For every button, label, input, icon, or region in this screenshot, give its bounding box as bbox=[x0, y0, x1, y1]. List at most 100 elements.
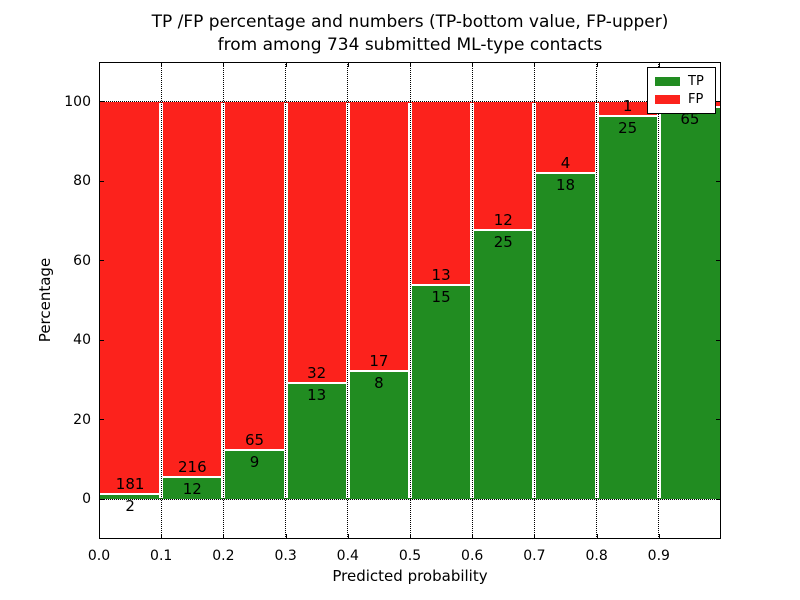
y-tick-mark bbox=[99, 498, 104, 500]
tp-count-label: 25 bbox=[618, 119, 638, 138]
y-tick-mark bbox=[99, 101, 104, 103]
fp-count-label: 32 bbox=[307, 364, 327, 383]
x-tick-mark bbox=[472, 534, 474, 539]
x-tick-mark bbox=[285, 62, 287, 67]
x-tick-mark bbox=[347, 62, 349, 67]
fp-count-label: 1 bbox=[622, 97, 633, 116]
legend-label-fp: FP bbox=[688, 92, 704, 107]
x-tick-mark bbox=[223, 62, 225, 67]
fp-count-label: 13 bbox=[431, 266, 451, 285]
y-tick-mark bbox=[716, 339, 721, 341]
x-tick-label: 0.1 bbox=[150, 548, 173, 564]
x-tick-mark bbox=[658, 534, 660, 539]
chart-title-line1: TP /FP percentage and numbers (TP-bottom… bbox=[151, 12, 669, 32]
bar-segment-fp bbox=[534, 101, 597, 172]
x-gridline bbox=[409, 62, 411, 539]
x-tick-label: 0.9 bbox=[647, 548, 670, 564]
bar-segment-tp bbox=[99, 494, 162, 500]
x-tick-label: 0.4 bbox=[336, 548, 359, 564]
bar-segment-tp bbox=[285, 384, 348, 500]
y-tick-label: 20 bbox=[73, 411, 91, 428]
fp-count-label: 216 bbox=[177, 458, 207, 477]
bar-segment-tp bbox=[161, 478, 224, 500]
bar-segment-tp bbox=[347, 372, 410, 500]
bar-segment-fp bbox=[223, 101, 286, 449]
x-tick-mark bbox=[534, 62, 536, 67]
x-tick-mark bbox=[99, 62, 100, 67]
bar-segment-fp bbox=[596, 101, 659, 116]
x-tick-mark bbox=[161, 62, 163, 67]
tp-count-label: 12 bbox=[182, 480, 202, 499]
bar-segment-tp bbox=[410, 286, 473, 500]
x-axis-label: Predicted probability bbox=[332, 567, 488, 585]
bar-segment-fp bbox=[472, 101, 535, 229]
y-tick-label: 80 bbox=[73, 173, 91, 190]
bar-segment-fp bbox=[161, 101, 224, 477]
y-tick-label: 60 bbox=[73, 252, 91, 269]
y-tick-label: 40 bbox=[73, 332, 91, 349]
x-tick-mark bbox=[534, 534, 536, 539]
x-tick-mark bbox=[285, 534, 287, 539]
fp-count-label: 4 bbox=[560, 154, 571, 172]
tp-color-swatch bbox=[655, 77, 680, 86]
y-axis-label: Percentage bbox=[36, 257, 54, 343]
tp-count-label: 65 bbox=[680, 109, 700, 128]
y-tick-mark bbox=[716, 180, 721, 182]
y-tick-mark bbox=[99, 419, 104, 421]
x-gridline bbox=[160, 62, 162, 539]
y-tick-label: 0 bbox=[82, 491, 91, 508]
chart-title-line2: from among 734 submitted ML-type contact… bbox=[217, 35, 603, 55]
x-tick-mark bbox=[596, 534, 598, 539]
x-gridline bbox=[471, 62, 473, 539]
fp-count-label: 17 bbox=[369, 352, 389, 371]
x-gridline bbox=[222, 62, 224, 539]
y-tick-mark bbox=[716, 498, 721, 500]
y-tick-mark bbox=[716, 101, 721, 103]
tp-count-label: 2 bbox=[125, 496, 135, 515]
legend-item-tp: TP bbox=[655, 75, 708, 88]
bar-segment-tp bbox=[472, 230, 535, 500]
fp-count-label: 65 bbox=[244, 430, 265, 449]
tp-count-label: 8 bbox=[374, 374, 384, 393]
fp-count-label: 12 bbox=[493, 210, 513, 229]
x-tick-mark bbox=[658, 62, 660, 67]
y-tick-mark bbox=[99, 260, 104, 262]
bar-segment-fp bbox=[347, 101, 410, 371]
x-gridline bbox=[596, 62, 598, 539]
bar-segment-fp bbox=[99, 101, 162, 493]
fp-color-swatch bbox=[655, 95, 680, 104]
x-tick-mark bbox=[161, 534, 163, 539]
x-tick-mark bbox=[410, 62, 411, 67]
x-tick-mark bbox=[410, 534, 411, 539]
x-tick-mark bbox=[347, 534, 349, 539]
fp-count-label: 181 bbox=[115, 474, 145, 493]
x-gridline bbox=[533, 62, 535, 539]
y-tick-mark bbox=[99, 339, 104, 341]
bar-segment-tp bbox=[596, 117, 659, 500]
tp-count-label: 15 bbox=[431, 288, 451, 307]
bar-segment-tp bbox=[223, 450, 286, 500]
x-gridline bbox=[285, 62, 287, 539]
x-tick-label: 0.6 bbox=[461, 548, 484, 564]
tp-count-label: 9 bbox=[249, 452, 260, 471]
y-tick-mark bbox=[716, 260, 721, 262]
legend: TP FP bbox=[647, 67, 716, 114]
y-tick-mark bbox=[716, 419, 721, 421]
bar-segment-tp bbox=[534, 174, 597, 500]
tp-count-label: 25 bbox=[493, 232, 513, 251]
x-tick-mark bbox=[596, 62, 598, 67]
x-gridline bbox=[658, 62, 660, 539]
x-tick-label: 0.3 bbox=[274, 548, 297, 564]
x-tick-mark bbox=[223, 534, 225, 539]
legend-item-fp: FP bbox=[655, 93, 708, 106]
chart-title: TP /FP percentage and numbers (TP-bottom… bbox=[99, 11, 721, 57]
x-gridline bbox=[347, 62, 349, 539]
x-tick-mark bbox=[99, 534, 100, 539]
x-tick-label: 0.0 bbox=[87, 548, 111, 564]
tp-count-label: 18 bbox=[555, 176, 576, 194]
x-tick-label: 0.7 bbox=[523, 548, 546, 564]
plot-area: 181 2 216 12 65 9 32 13 17 8 13 15 12 25 4 18 1 25 65 bbox=[99, 62, 721, 539]
x-tick-label: 0.5 bbox=[398, 548, 422, 564]
x-tick-label: 0.2 bbox=[212, 548, 235, 564]
